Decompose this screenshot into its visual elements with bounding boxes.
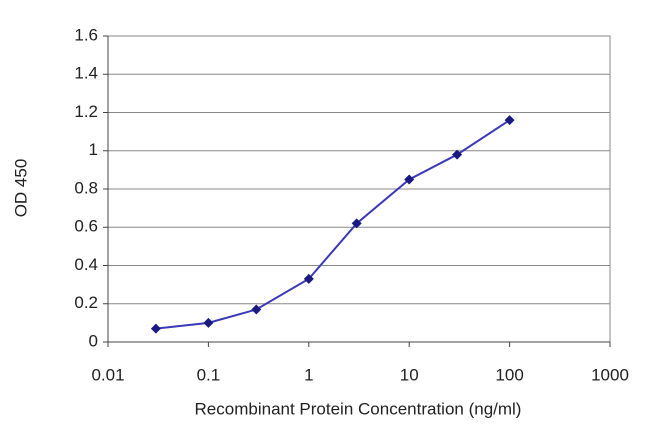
y-tick-label: 1.2 [74, 102, 98, 121]
x-tick-label: 0.1 [197, 365, 221, 384]
y-tick-label: 0.2 [74, 293, 98, 312]
y-tick-label: 1.6 [74, 25, 98, 44]
data-point [351, 218, 362, 229]
x-tick-label: 1000 [591, 365, 629, 384]
x-tick-label: 10 [400, 365, 419, 384]
x-tick-label: 1 [304, 365, 313, 384]
data-point [504, 115, 515, 126]
data-point [203, 317, 214, 328]
y-tick-label: 1 [89, 140, 98, 159]
data-point [404, 174, 415, 185]
y-tick-label: 0.8 [74, 178, 98, 197]
x-tick-label: 100 [495, 365, 523, 384]
x-tick-label: 0.01 [91, 365, 124, 384]
data-point [150, 323, 161, 334]
y-tick-label: 1.4 [74, 64, 98, 83]
y-tick-label: 0 [89, 331, 98, 350]
data-point [251, 304, 262, 315]
y-tick-label: 0.4 [74, 255, 98, 274]
data-point [452, 149, 463, 160]
data-point [303, 273, 314, 284]
data-line [155, 119, 511, 330]
x-axis-label: Recombinant Protein Concentration (ng/ml… [195, 399, 522, 418]
y-tick-label: 0.6 [74, 217, 98, 236]
y-axis-label: OD 450 [11, 159, 30, 218]
